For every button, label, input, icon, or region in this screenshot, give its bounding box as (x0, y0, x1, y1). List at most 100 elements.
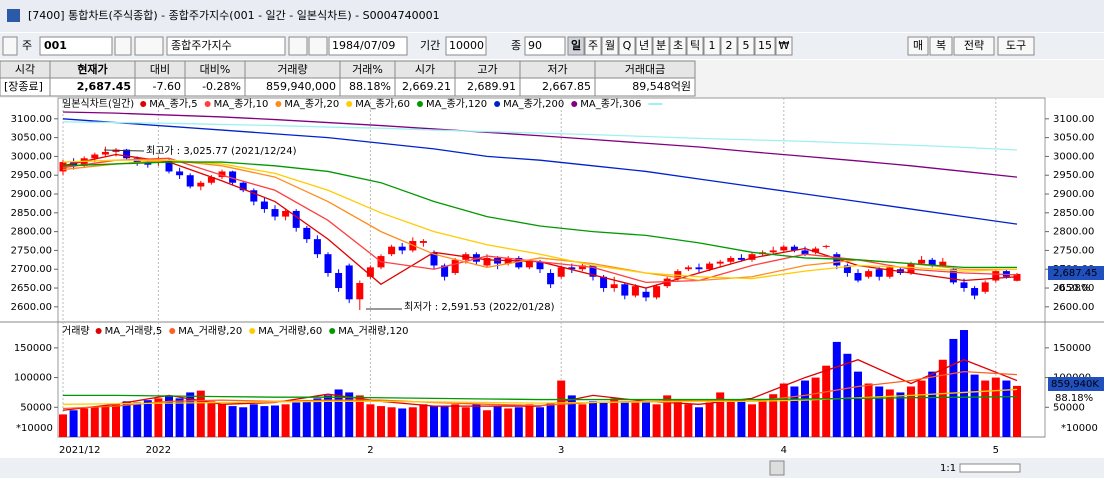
volume-bar (970, 374, 979, 437)
quote-header: 거래% (352, 63, 383, 76)
multiplier: *10000 (16, 423, 53, 434)
last-ratio: 88.18% (1055, 393, 1093, 404)
tool-button[interactable] (953, 36, 995, 56)
date-input[interactable] (328, 36, 408, 56)
period-button[interactable] (567, 36, 585, 56)
legend-label: MA_종가,5 (149, 98, 197, 110)
volume-bar (112, 404, 120, 437)
volume-bar (737, 400, 746, 437)
volume-bar (133, 402, 142, 437)
legend-label: MA_종가,60 (355, 98, 410, 110)
period-button[interactable] (703, 36, 721, 56)
period-button[interactable] (754, 36, 776, 56)
search-button[interactable] (114, 36, 132, 56)
scroll-button[interactable] (769, 460, 785, 476)
moving-average (62, 121, 1018, 151)
y-tick-label: 2850.00 (1053, 208, 1094, 219)
candle-body (780, 246, 788, 251)
candle-body (812, 248, 820, 253)
tool-button[interactable] (929, 36, 953, 56)
quote-header: 현재가 (77, 62, 107, 76)
y-tick-label: 50000 (20, 402, 52, 413)
period-button[interactable] (686, 36, 704, 56)
x-tick-label: 2 (367, 445, 373, 456)
legend-swatch (494, 101, 501, 107)
legend-title: 거래량 (62, 325, 90, 337)
last-price-box (1048, 266, 1104, 280)
period-button[interactable] (775, 36, 793, 56)
period-input[interactable] (445, 36, 487, 56)
count-input[interactable] (524, 36, 566, 56)
date-value: 1984/07/09 (332, 39, 395, 52)
candle-body (80, 158, 88, 166)
volume-bar (165, 395, 173, 437)
button[interactable] (2, 36, 18, 56)
x-tick-label: 4 (781, 445, 787, 456)
volume-bar (292, 402, 301, 437)
name-input[interactable] (166, 36, 286, 56)
legend-label: MA_거래량,5 (105, 325, 163, 337)
candle-body (960, 282, 968, 289)
candle-body (716, 261, 724, 264)
quote-value: -7.60 (153, 80, 181, 93)
candle-body (451, 259, 459, 273)
volume-bar (811, 377, 820, 437)
last-price: 2,687.45 (1053, 268, 1098, 279)
candle-body (430, 252, 438, 266)
candle-body (292, 210, 300, 228)
next-button[interactable] (288, 36, 308, 56)
candle-body (568, 267, 576, 270)
legend-label: MA_종가,20 (284, 98, 339, 110)
period-button-label: 주 (588, 39, 598, 52)
candle-body (631, 286, 639, 296)
y-tick-label: 150000 (14, 343, 52, 354)
period-button-label: 15 (758, 39, 772, 52)
y-tick-label: 3050.00 (1053, 133, 1094, 144)
legend-title: 일본식차트(일간) (62, 98, 134, 110)
period-button[interactable] (635, 36, 653, 56)
y-tick-label: 3100.00 (11, 114, 52, 125)
period-button-label: Q (623, 39, 632, 52)
candle-body (737, 257, 745, 260)
volume-bar (196, 390, 205, 437)
volume-bar (493, 406, 502, 437)
y-tick-label: 100000 (14, 373, 52, 384)
code-input[interactable] (39, 36, 113, 56)
volume-bar (885, 389, 894, 437)
volume-bar (514, 407, 523, 437)
candle-body (600, 276, 608, 289)
candle-body (822, 245, 830, 247)
tool-button[interactable] (997, 36, 1035, 56)
candle-body (971, 288, 979, 296)
period-button[interactable] (669, 36, 687, 56)
volume-bar (673, 401, 682, 437)
moving-average (62, 118, 1018, 225)
sort-button[interactable] (134, 36, 164, 56)
volume-bar (260, 406, 269, 437)
y-tick-label: 2950.00 (11, 170, 52, 181)
volume-bar (589, 401, 597, 437)
zoom-slider[interactable] (959, 463, 1021, 473)
period-button[interactable] (584, 36, 602, 56)
period-button[interactable] (601, 36, 619, 56)
legend-swatch (416, 101, 423, 107)
period-button[interactable] (618, 36, 636, 56)
volume-bar (387, 407, 396, 437)
volume-bar (175, 398, 184, 437)
prev-button[interactable] (308, 36, 328, 56)
volume-bar (122, 401, 131, 437)
volume-bar (631, 402, 640, 437)
quote-value: 2,687.45 (77, 80, 131, 93)
moving-average (63, 394, 1018, 401)
candle-body (621, 284, 629, 296)
legend-swatch (346, 101, 353, 107)
period-button[interactable] (720, 36, 738, 56)
period-button[interactable] (652, 36, 670, 56)
period-button[interactable] (737, 36, 755, 56)
tool-button[interactable] (907, 36, 929, 56)
quote-value: 2,667.85 (542, 80, 591, 93)
candle-body (653, 286, 661, 298)
low-annotation: 최저가 : 2,591.53 (2022/01/28) (404, 301, 555, 313)
period-button-label: 일 (571, 38, 581, 52)
x-tick-label: 3 (558, 445, 564, 456)
